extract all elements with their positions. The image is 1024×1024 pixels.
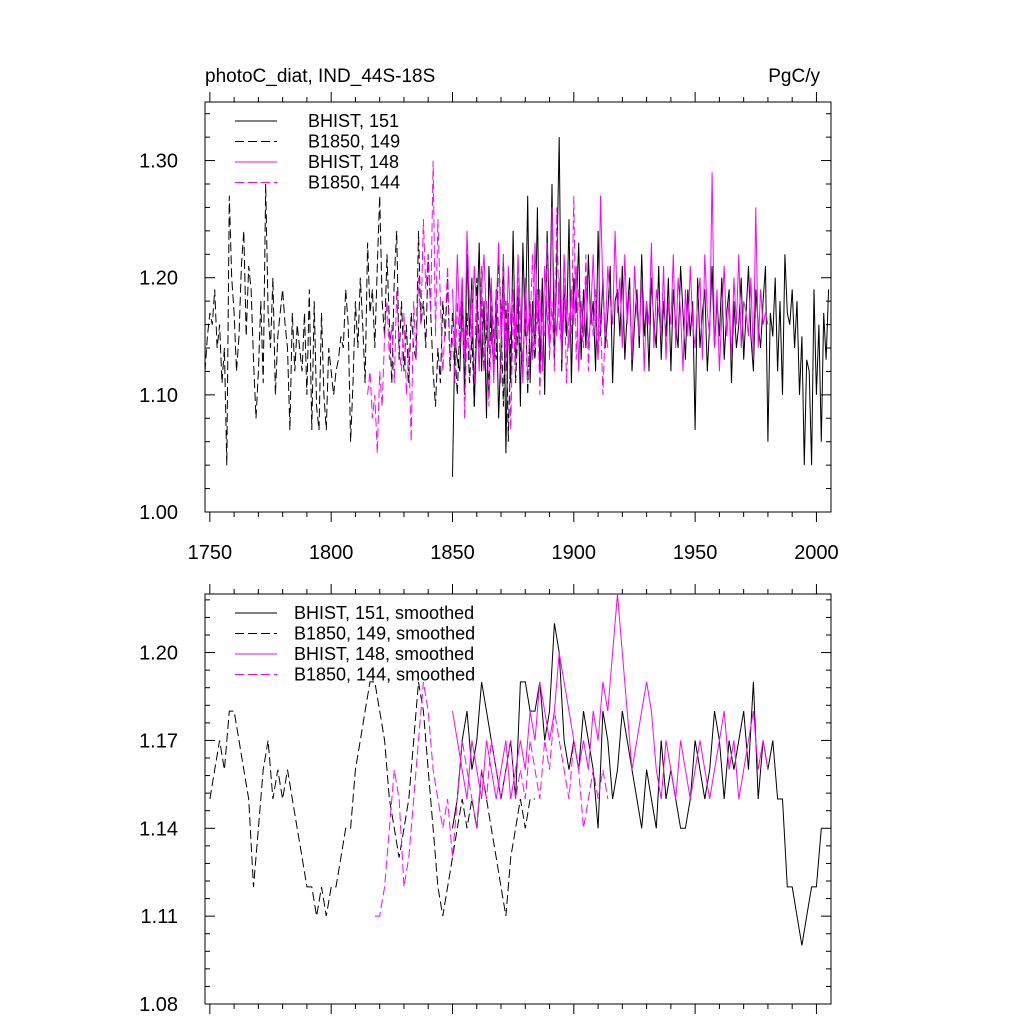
x-tick-label: 1850 [430,542,475,564]
legend-label: BHIST, 148, smoothed [294,644,474,664]
legend-label: B1850, 149 [308,132,400,152]
x-tick-label: 1900 [552,542,597,564]
units-label: PgC/y [768,66,820,87]
y-tick-label: 1.30 [139,151,178,173]
y-tick-label: 1.17 [139,730,178,752]
x-tick-label: 1800 [309,542,354,564]
axis-ticks: 1.08 1.11 1.14 1.17 1.20 [139,584,831,1016]
y-tick-label: 1.08 [139,994,178,1016]
y-tick-label: 1.20 [139,268,178,290]
series-lines [209,593,822,946]
legend-label: BHIST, 151 [308,111,399,131]
y-tick-label: 1.10 [139,385,178,407]
y-tick-label: 1.11 [141,906,178,928]
y-tick-label: 1.00 [139,502,178,524]
axis-ticks: 1750 1800 1850 1900 1950 2000 1.00 1.10 1.20 1.30 [139,92,839,564]
series-line [209,681,535,917]
plot-frame [204,593,832,1005]
legend-label: B1850, 149, smoothed [294,624,475,644]
series-line [367,160,609,454]
x-tick-label: 2000 [794,542,839,564]
legend-label: BHIST, 151, smoothed [294,603,474,623]
series-lines [204,137,830,477]
chart-title: photoC_diat, IND_44S-18S [205,66,435,87]
series-line [452,593,769,800]
series-line [204,183,538,466]
legend-label: B1850, 144, smoothed [294,665,475,685]
legend-label: B1850, 144 [308,173,400,193]
y-tick-label: 1.14 [139,818,178,840]
y-tick-label: 1.20 [139,643,178,665]
series-line [374,681,609,917]
series-line [452,172,769,384]
x-tick-label: 1950 [673,542,718,564]
legend-label: BHIST, 148 [308,152,399,172]
top-panel: photoC_diat, IND_44S-18S PgC/y 1750 1800 1… [139,66,839,564]
x-tick-label: 1750 [188,542,233,564]
bottom-panel: 1.08 1.11 1.14 1.17 1.20 BHIST, 151, smoothe… [139,584,832,1016]
plot-frame [204,101,832,513]
